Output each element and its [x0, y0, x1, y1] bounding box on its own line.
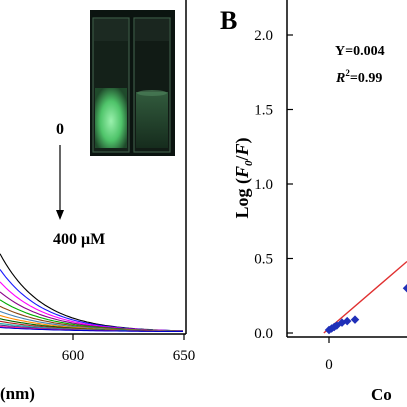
- fit-equation: Y=0.004: [335, 44, 385, 59]
- cuvette-left-cap: [94, 19, 128, 41]
- cuvette-left-glow: [95, 88, 127, 148]
- panel-a-x-tick-label-600: 600: [62, 348, 85, 364]
- data-point: [402, 284, 407, 293]
- panel-a-x-tick-label-650: 650: [173, 348, 196, 364]
- annotation-zero-label: 0: [56, 121, 64, 138]
- cuvette-right-meniscus: [137, 90, 167, 96]
- panel-b-y-axis-label: Log (F0/F): [232, 137, 255, 218]
- panel-a-x-axis-label: (nm): [0, 384, 35, 403]
- spectrum-curve: [0, 326, 183, 333]
- panel-b-y-tick-label: 1.5: [254, 103, 273, 119]
- fit-line: [323, 260, 407, 334]
- concentration-arrow-head: [56, 210, 64, 220]
- cuvette-right-cap: [135, 19, 169, 41]
- panel-a-spectra: [0, 253, 184, 333]
- panel-b-y-ticks: 0.0 0.5 1.0 1.5 2.0: [254, 28, 293, 342]
- panel-b-points: [324, 284, 407, 335]
- cuvette-inset: [90, 10, 175, 156]
- panel-b-y-tick-label: 1.0: [254, 177, 273, 193]
- panel-b-x-tick-label-0: 0: [325, 357, 333, 373]
- cuvette-right-liquid: [136, 92, 168, 148]
- panel-b-y-tick-label: 0.5: [254, 252, 273, 268]
- data-point: [342, 316, 352, 326]
- panel-b-letter: B: [220, 6, 237, 35]
- annotation-400um-label: 400 μM: [53, 231, 105, 248]
- fit-r2: R2=0.99: [335, 68, 382, 86]
- panel-b: B 0.0 0.5 1.0 1.5 2.0 0 Co Log (F0/F) Y=0.00…: [220, 0, 407, 404]
- panel-a: 600 650 (nm): [0, 0, 195, 403]
- data-point: [350, 315, 360, 324]
- panel-b-x-axis-label: Co: [371, 385, 392, 404]
- panel-b-y-tick-label: 0.0: [254, 326, 273, 342]
- panel-b-y-tick-label: 2.0: [254, 28, 273, 44]
